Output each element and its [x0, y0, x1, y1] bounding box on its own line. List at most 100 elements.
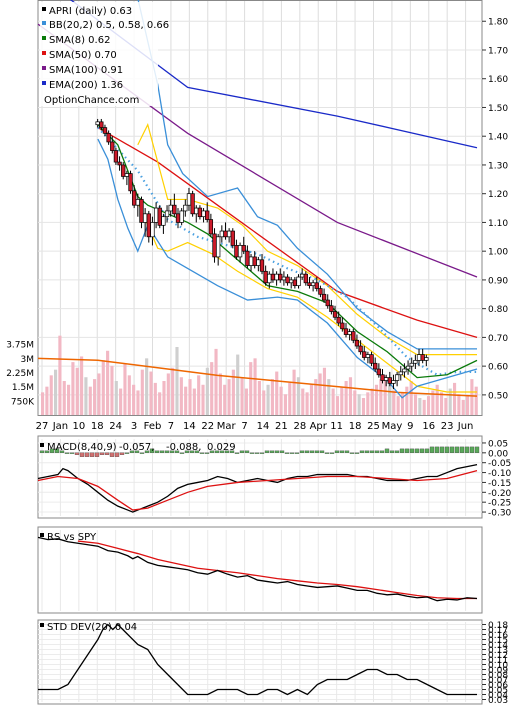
volume-bar: [465, 396, 470, 415]
candle-body: [121, 164, 126, 177]
macd-tick-label: -0.10: [488, 469, 512, 479]
volume-bar: [197, 375, 201, 415]
candlesticks: [95, 118, 429, 390]
volume-bar: [444, 398, 448, 415]
candle-body: [245, 250, 250, 266]
macd-histogram-bar: [174, 450, 180, 453]
macd-tick-label: -0.15: [488, 479, 511, 489]
candle-body: [252, 256, 257, 266]
macd-histogram-bar: [289, 452, 295, 454]
date-tick-label: 21: [275, 421, 288, 432]
candle-body: [230, 230, 235, 246]
macd-histogram-bar: [369, 450, 375, 453]
macd-histogram-bar: [389, 450, 395, 453]
macd-histogram-bar: [364, 450, 370, 453]
volume-bar: [392, 390, 396, 415]
macd-histogram-bar: [409, 448, 415, 453]
macd-histogram-bar: [134, 450, 140, 453]
volume-bar: [357, 394, 361, 415]
candle-body: [150, 222, 155, 238]
rs-legend-swatch: [40, 533, 44, 537]
volume-bar: [149, 371, 153, 415]
macd-histogram-bar: [304, 450, 310, 453]
price-tick-label: 1.20: [488, 190, 508, 200]
macd-histogram-bar: [179, 452, 185, 454]
volume-bar: [322, 367, 327, 415]
volume-bar: [188, 379, 192, 415]
volume-bar: [218, 373, 222, 415]
std-tick-label: 0.17: [488, 626, 508, 636]
candle-body: [387, 377, 392, 384]
legend-sma8: SMA(8) 0.62: [49, 35, 110, 46]
volume-bar: [474, 386, 478, 415]
volume-bar: [409, 381, 413, 415]
candle-body: [248, 256, 254, 266]
macd-histogram-bar: [474, 446, 480, 453]
date-tick-label: 11: [330, 421, 343, 432]
volume-bar: [353, 390, 357, 415]
volume-bar: [305, 392, 309, 415]
date-tick-label: Jan: [52, 421, 68, 432]
candle-body: [332, 311, 338, 318]
macd-signal-line: [37, 469, 478, 511]
candle-body: [212, 233, 217, 258]
candle-body: [223, 230, 228, 238]
date-tick-label: May: [382, 421, 403, 432]
macd-histogram-bar: [129, 450, 135, 453]
macd-histogram-bar: [404, 448, 410, 453]
candle-body: [347, 331, 352, 335]
volume-bar: [366, 392, 370, 415]
std-tick-label: 0.06: [488, 681, 508, 691]
volume-bar: [413, 394, 418, 415]
volume-bar: [127, 375, 131, 415]
candle-body: [110, 141, 115, 151]
candle-body: [139, 199, 144, 223]
macd-histogram-bar: [274, 450, 280, 453]
volume-bar: [75, 367, 79, 415]
macd-hist-value: 0.029: [207, 442, 236, 453]
date-tick-label: 22: [201, 421, 214, 432]
std-tick-label: 0.14: [488, 641, 508, 651]
volume-bar: [448, 388, 452, 415]
candle-body: [314, 282, 319, 289]
volume-bars: [37, 335, 478, 415]
legend-swatch-bb: [42, 21, 46, 25]
macd-histogram-bar: [254, 452, 260, 454]
candle-body: [267, 273, 272, 284]
macd-histogram-bar: [429, 446, 435, 453]
macd-histogram-bar: [244, 450, 250, 453]
volume-bar: [309, 384, 314, 415]
candle-body: [270, 273, 276, 281]
volume-bar: [379, 379, 383, 415]
macd-panel-frame: [37, 435, 483, 519]
volume-bar: [327, 379, 331, 415]
macd-histogram-bar: [64, 452, 70, 454]
date-tick-label: 14: [183, 421, 196, 432]
volume-bar: [45, 386, 49, 415]
bb-upper-line: [137, 0, 478, 350]
candle-body: [310, 282, 316, 287]
candle-body: [384, 377, 389, 381]
std-tick-label: 0.16: [488, 631, 508, 641]
std-tick-label: 0.09: [488, 666, 508, 676]
price-tick-label: 1.50: [488, 104, 508, 114]
candle-body: [296, 276, 301, 287]
macd-legend-swatch: [40, 443, 44, 447]
macd-histogram-bar: [194, 450, 200, 453]
candle-body: [354, 339, 360, 347]
std-label: STD DEV(20) 0.04: [47, 622, 137, 633]
macd-histogram-bar: [234, 452, 240, 454]
macd-histogram-bar: [414, 448, 420, 453]
candle-body: [292, 279, 298, 287]
legend-sma100: SMA(100) 0.91: [49, 65, 123, 76]
candle-body: [420, 354, 425, 361]
std-tick-label: 0.08: [488, 671, 508, 681]
volume-bar: [88, 386, 92, 415]
candle-body: [405, 365, 411, 370]
volume-bar: [283, 394, 287, 415]
legend-box: [40, 2, 158, 106]
rs-label: RS vs SPY: [47, 532, 97, 543]
volume-bar: [400, 392, 405, 415]
macd-histogram-bar: [49, 448, 55, 453]
